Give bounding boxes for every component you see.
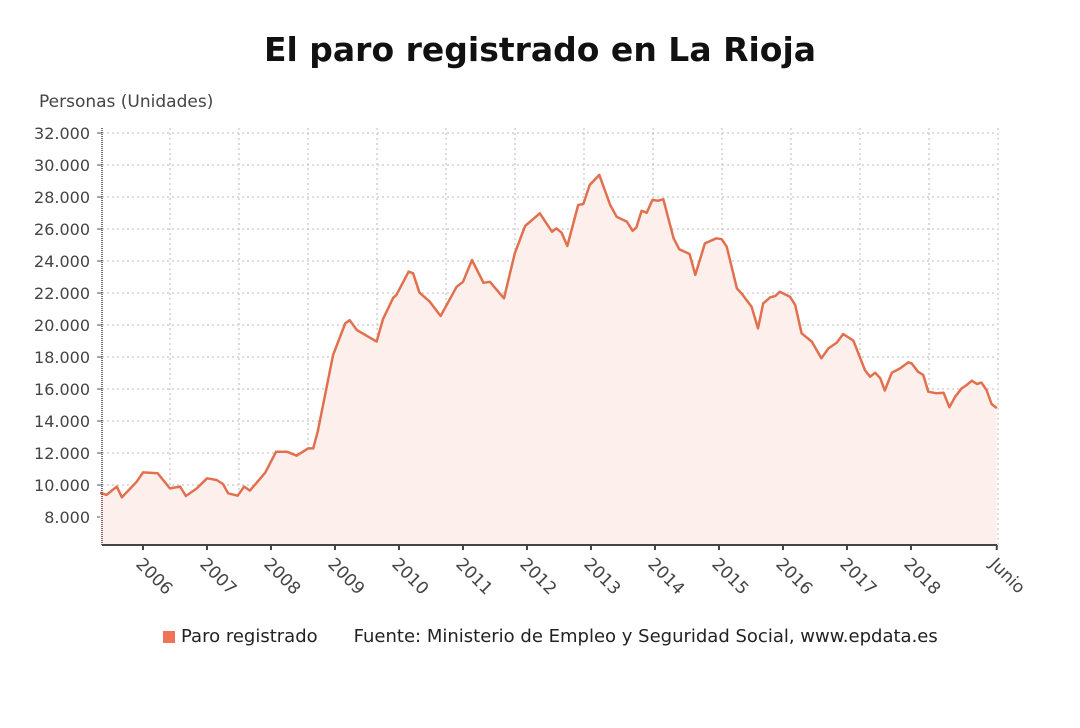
y-tick-label: 30.000: [34, 156, 90, 175]
y-tick-label: 10.000: [34, 476, 90, 495]
y-tick-label: 14.000: [34, 412, 90, 431]
legend: Paro registrado Fuente: Ministerio de Em…: [163, 626, 938, 647]
x-tick-label: 2014: [643, 554, 688, 599]
x-tick-label: 2008: [259, 554, 304, 599]
y-tick-label: 32.000: [34, 124, 90, 143]
y-tick-label: 8.000: [44, 508, 90, 527]
x-tick-label: Junio: [985, 554, 1029, 598]
y-tick-label: 22.000: [34, 284, 90, 303]
x-tick-label: 2011: [451, 554, 496, 599]
series-area: [100, 174, 997, 545]
y-axis-label: Personas (Unidades): [39, 92, 214, 112]
x-tick-label: 2013: [579, 554, 624, 599]
x-tick-label: 2012: [515, 554, 560, 599]
x-tick-label: 2007: [195, 554, 240, 599]
x-tick-label: 2010: [387, 554, 432, 599]
y-tick-label: 24.000: [34, 252, 90, 271]
x-tick-label: 2017: [835, 554, 880, 599]
series-line: [99, 173, 998, 499]
y-tick-label: 12.000: [34, 444, 90, 463]
y-tick-label: 20.000: [34, 316, 90, 335]
y-tick-label: 26.000: [34, 220, 90, 239]
legend-label: Paro registrado: [181, 626, 318, 647]
x-tick-label: 2009: [323, 554, 368, 599]
y-tick-label: 16.000: [34, 380, 90, 399]
y-tick-label: 28.000: [34, 188, 90, 207]
x-tick-label: 2018: [899, 554, 944, 599]
chart-title: El paro registrado en La Rioja: [263, 30, 817, 69]
x-tick-label: 2006: [131, 554, 176, 599]
x-tick-label: 2015: [707, 554, 752, 599]
y-tick-label: 18.000: [34, 348, 90, 367]
x-tick-label: 2016: [771, 554, 816, 599]
legend-swatch: [163, 630, 175, 643]
source-note: Fuente: Ministerio de Empleo y Seguridad…: [353, 626, 938, 647]
